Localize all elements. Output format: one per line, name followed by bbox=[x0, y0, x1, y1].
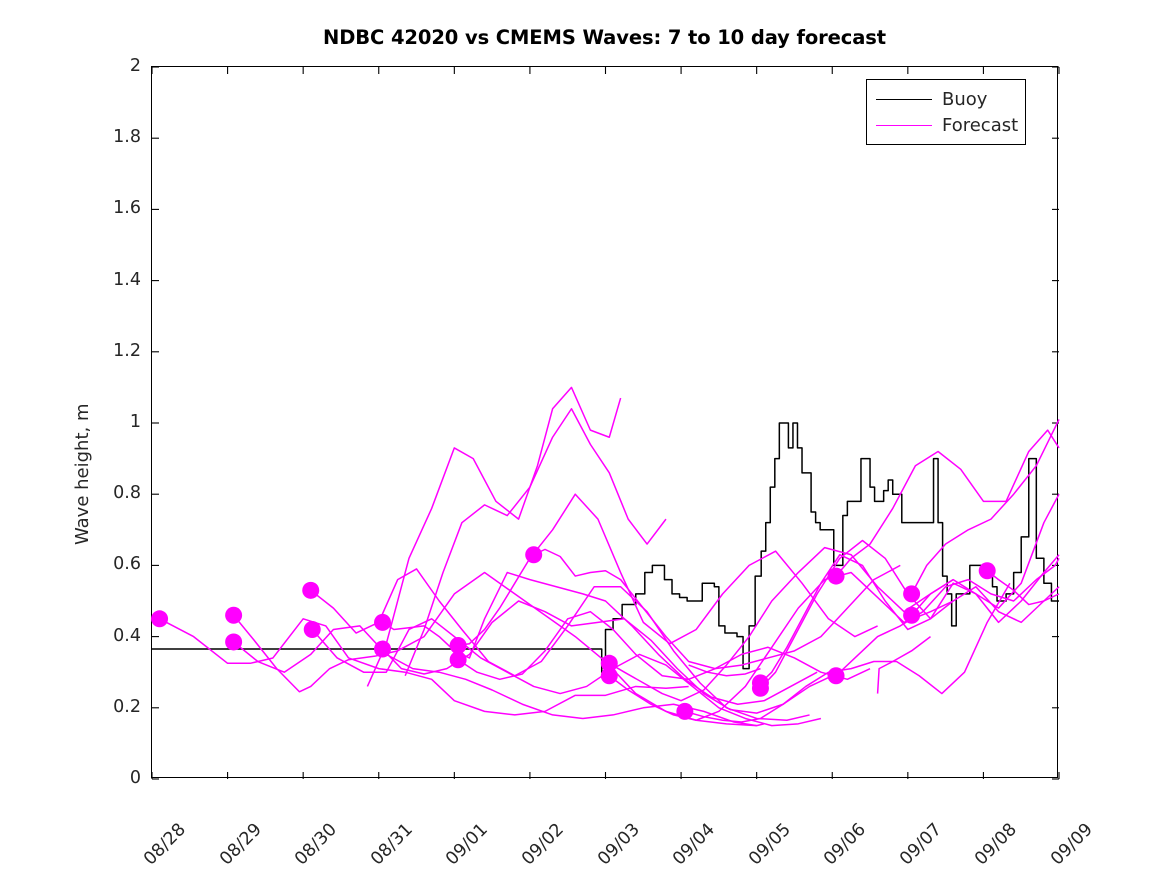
x-tick-label: 09/02 bbox=[518, 784, 604, 870]
plot-area bbox=[151, 66, 1060, 780]
forecast-start-marker bbox=[525, 546, 543, 564]
y-tick-label: 0.2 bbox=[113, 696, 141, 717]
x-tick-label-text: 09/04 bbox=[669, 819, 719, 870]
x-tick-label-text: 09/02 bbox=[518, 819, 568, 870]
forecast-start-marker bbox=[449, 651, 467, 669]
y-tick-label: 0 bbox=[129, 768, 141, 788]
y-tick-label: 1.6 bbox=[113, 198, 141, 219]
x-tick-label-text: 09/09 bbox=[1047, 819, 1097, 870]
forecast-start-marker bbox=[827, 567, 845, 585]
forecast-start-marker bbox=[903, 585, 921, 603]
x-tick-label-text: 08/29 bbox=[215, 819, 266, 870]
data-series-line bbox=[759, 553, 1060, 684]
forecast-start-marker bbox=[903, 606, 921, 624]
x-tick-label-text: 09/07 bbox=[895, 819, 946, 870]
x-tick-label-text: 08/28 bbox=[140, 819, 190, 870]
data-series-line bbox=[159, 618, 689, 716]
data-series-layer bbox=[152, 386, 1060, 727]
data-series-line bbox=[910, 419, 1060, 595]
data-series-line bbox=[457, 493, 878, 647]
data-series-line bbox=[457, 610, 871, 681]
forecast-start-marker bbox=[374, 640, 392, 658]
forecast-start-marker bbox=[225, 633, 243, 651]
forecast-start-marker bbox=[827, 667, 845, 685]
x-tick-label: 09/03 bbox=[594, 784, 679, 870]
chart-legend: Buoy Forecast bbox=[866, 79, 1026, 145]
data-series-line bbox=[688, 664, 761, 677]
legend-item-buoy[interactable]: Buoy bbox=[867, 86, 1025, 112]
x-tick-label: 08/29 bbox=[216, 784, 301, 870]
x-tick-label-text: 08/30 bbox=[291, 819, 342, 870]
x-tick-label: 09/06 bbox=[820, 784, 906, 870]
legend-label-buoy: Buoy bbox=[942, 88, 988, 110]
data-series-line bbox=[684, 582, 1011, 723]
forecast-start-marker bbox=[600, 654, 618, 672]
data-series-line bbox=[608, 571, 954, 722]
x-tick-label: 09/05 bbox=[745, 784, 830, 870]
forecast-start-marker bbox=[303, 620, 321, 638]
x-tick-label: 09/08 bbox=[972, 784, 1057, 870]
data-series-line bbox=[382, 571, 818, 705]
x-tick-label-text: 09/08 bbox=[971, 819, 1022, 870]
x-tick-label-text: 09/06 bbox=[820, 819, 871, 870]
x-tick-label: 08/30 bbox=[291, 784, 377, 870]
x-tick-label-text: 08/31 bbox=[366, 819, 417, 870]
x-tick-label-text: 09/05 bbox=[744, 819, 795, 870]
legend-item-forecast[interactable]: Forecast bbox=[867, 112, 1025, 138]
data-series-line bbox=[404, 408, 667, 677]
data-series-line bbox=[381, 600, 833, 714]
forecast-start-marker bbox=[676, 702, 694, 720]
y-tick-label: 1.2 bbox=[113, 340, 141, 361]
forecast-start-marker bbox=[978, 562, 996, 580]
y-tick-label: 1.4 bbox=[113, 269, 141, 290]
forecast-start-marker bbox=[600, 667, 618, 685]
x-tick-label: 08/31 bbox=[367, 784, 453, 870]
legend-swatch-buoy bbox=[876, 98, 932, 100]
x-axis-tick-marks bbox=[151, 67, 1060, 779]
data-series-line bbox=[366, 386, 622, 687]
x-axis-tick-labels: 08/28 08/29 08/30 08/31 09/01 09/02 09/03 09/04… bbox=[140, 778, 1097, 870]
y-tick-label: 0.6 bbox=[113, 554, 141, 575]
data-series-line bbox=[608, 546, 954, 702]
forecast-start-marker bbox=[302, 581, 320, 599]
data-series-line bbox=[233, 625, 757, 727]
plot-svg bbox=[151, 66, 1060, 780]
data-series-line bbox=[986, 570, 1060, 606]
x-tick-label-text: 09/03 bbox=[593, 819, 644, 870]
forecast-start-marker bbox=[151, 610, 169, 628]
x-tick-label: 09/09 bbox=[1047, 784, 1133, 870]
forecast-start-marker bbox=[374, 613, 392, 631]
x-tick-label-text: 09/01 bbox=[442, 819, 493, 870]
x-tick-label: 09/07 bbox=[896, 784, 982, 870]
x-tick-label: 09/01 bbox=[442, 784, 528, 870]
data-series-line bbox=[311, 618, 822, 727]
x-tick-label: 08/28 bbox=[140, 784, 226, 870]
forecast-start-marker bbox=[225, 606, 243, 624]
y-tick-label: 1.8 bbox=[113, 127, 141, 148]
data-series-line bbox=[835, 429, 1060, 577]
y-tick-label: 1 bbox=[129, 412, 141, 432]
forecast-start-marker bbox=[751, 679, 769, 697]
data-series-line bbox=[533, 548, 901, 670]
y-axis-tick-labels: 0 0.2 0.4 0.6 0.8 1 1.2 1.4 1.6 1.8 2 bbox=[83, 56, 141, 788]
data-series-line bbox=[152, 422, 1059, 673]
forecast-start-marker bbox=[449, 637, 467, 654]
y-tick-label: 2 bbox=[129, 56, 141, 76]
chart-title: NDBC 42020 vs CMEMS Waves: 7 to 10 day f… bbox=[322, 26, 887, 49]
data-series-line bbox=[835, 557, 1060, 677]
x-tick-label: 09/04 bbox=[669, 784, 755, 870]
y-tick-label: 0.4 bbox=[113, 625, 141, 646]
legend-swatch-forecast bbox=[876, 124, 932, 126]
y-tick-label: 0.8 bbox=[113, 483, 141, 504]
data-series-line bbox=[911, 493, 1060, 616]
data-series-line bbox=[876, 636, 931, 694]
legend-label-forecast: Forecast bbox=[942, 114, 1019, 136]
marker-layer bbox=[151, 546, 996, 720]
